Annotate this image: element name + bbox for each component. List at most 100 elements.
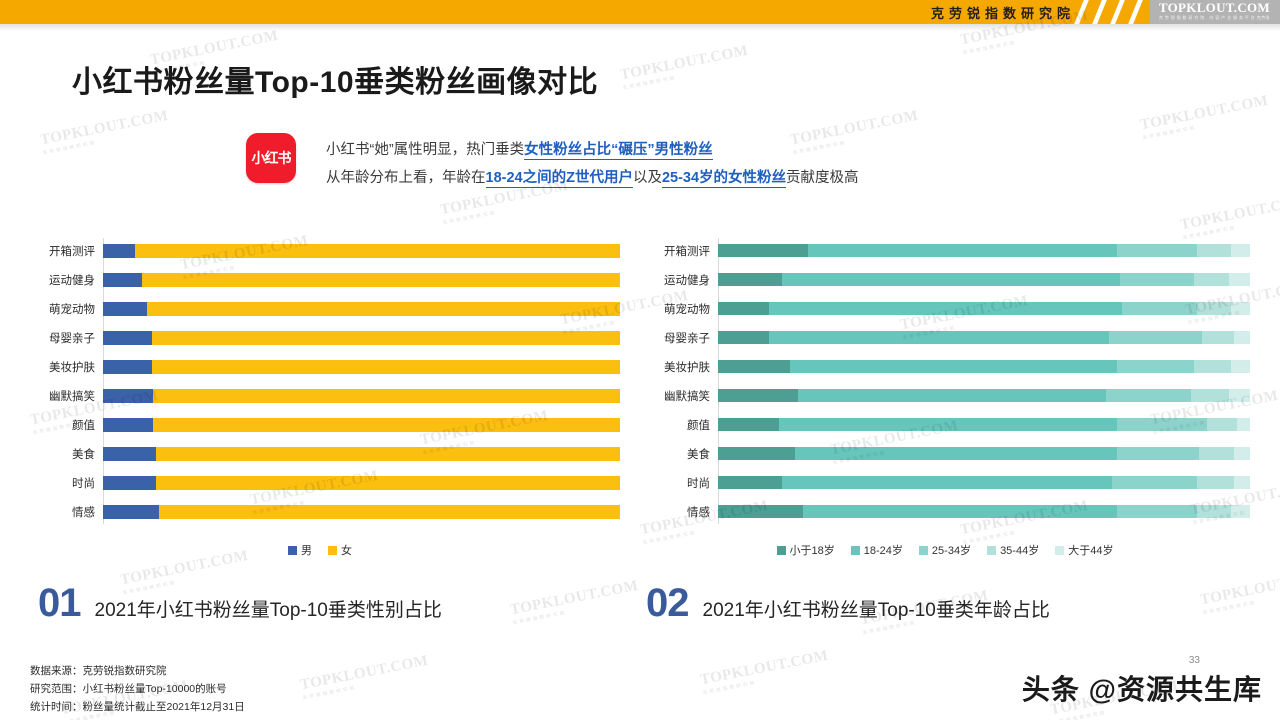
watermark-sub: 克 劳 锐 指 数 研 究 院	[1142, 125, 1196, 141]
bar-segment	[103, 417, 154, 432]
intro-line-2-highlight-2: 25-34岁的女性粉丝	[661, 170, 787, 188]
legend-label: 女	[341, 545, 352, 557]
age-chart-legend: 小于18岁 18-24岁 25-34岁 35-44岁 大于44岁	[650, 540, 1250, 560]
stacked-bar	[103, 272, 620, 287]
footer-data-source: 数据来源：克劳锐指数研究院	[30, 665, 167, 677]
footer-notes: 数据来源：克劳锐指数研究院 研究范围：小红书粉丝量Top-10000的账号 统计…	[30, 662, 245, 716]
stacked-bar	[103, 504, 620, 519]
stacked-bar	[103, 475, 620, 490]
chart-row-track	[103, 352, 620, 381]
stacked-bar	[103, 446, 620, 461]
gender-chart-legend: 男女	[30, 540, 620, 560]
chart-row: 美食	[30, 439, 620, 468]
chart-row: 颜值	[650, 410, 1250, 439]
watermark-main: TOPKLOUT.COM	[1198, 567, 1280, 609]
watermark-sub: 克 劳 锐 指 数 研 究 院	[442, 210, 496, 226]
stacked-bar	[103, 243, 620, 258]
bar-segment	[1231, 360, 1250, 373]
page-title: 小红书粉丝量Top-10垂类粉丝画像对比	[72, 66, 599, 99]
bar-segment	[1202, 331, 1234, 344]
bar-segment	[1119, 273, 1195, 286]
bar-segment	[718, 505, 804, 518]
chart-row-label: 颜值	[72, 419, 95, 432]
watermark-sub: 克 劳 锐 指 数 研 究 院	[42, 140, 96, 156]
chart-row: 开箱测评	[30, 236, 620, 265]
bar-segment	[1111, 476, 1197, 489]
bar-segment	[803, 505, 1117, 518]
chart-row: 颜值	[30, 410, 620, 439]
bar-segment	[152, 330, 620, 345]
stacked-bar	[718, 505, 1250, 518]
chart-row-track	[103, 265, 620, 294]
bar-segment	[103, 301, 147, 316]
topklout-logo-main: TOPKLOUT.COM	[1158, 0, 1270, 15]
chart-row-label: 时尚	[687, 477, 710, 490]
chart-row-track	[103, 381, 620, 410]
intro-line-2-highlight-1: 18-24之间的Z世代用户	[485, 170, 633, 188]
bar-segment	[159, 504, 620, 519]
watermark-main: TOPKLOUT.COM	[698, 647, 830, 689]
age-chart-axis	[718, 238, 719, 524]
bar-segment	[1116, 360, 1195, 373]
legend-item: 女	[328, 542, 352, 558]
chart-row: 幽默搞笑	[30, 381, 620, 410]
chart-row-label: 运动健身	[664, 274, 710, 287]
stacked-bar	[718, 302, 1250, 315]
chart-row: 萌宠动物	[650, 294, 1250, 323]
chart-row-track	[718, 294, 1250, 323]
chart-row-track	[718, 410, 1250, 439]
chart-row: 时尚	[30, 468, 620, 497]
chart-row-track	[718, 468, 1250, 497]
bar-segment	[1231, 244, 1250, 257]
bar-segment	[808, 244, 1117, 257]
xiaohongshu-logo-label: 小红书	[251, 150, 292, 166]
chart-row-label: 开箱测评	[49, 245, 95, 258]
footer-stat-period: 统计时间：粉丝量统计截止至2021年12月31日	[30, 701, 245, 713]
bar-segment	[153, 417, 620, 432]
bar-segment	[1116, 418, 1208, 431]
stacked-bar	[718, 331, 1250, 344]
top-bar-shadow	[0, 24, 1280, 31]
bar-segment	[1199, 447, 1235, 460]
bar-segment	[1196, 244, 1232, 257]
intro-line-1-plain: 小红书“她”属性明显，热门垂类	[326, 142, 525, 158]
legend-item: 男	[288, 542, 312, 558]
bar-segment	[146, 301, 620, 316]
legend-swatch	[1055, 545, 1065, 555]
legend-label: 男	[301, 545, 312, 557]
watermark-main: TOPKLOUT.COM	[1138, 92, 1270, 134]
bar-segment	[768, 331, 1109, 344]
bar-segment	[103, 359, 153, 374]
age-share-chart: 开箱测评 运动健身 萌宠动物 母婴亲子 美妆护肤 幽默搞笑 颜值 美食 时尚 情感	[650, 236, 1250, 526]
legend-swatch	[918, 545, 928, 555]
legend-swatch	[850, 545, 860, 555]
legend-item: 35-44岁	[987, 542, 1039, 558]
chart-row: 时尚	[650, 468, 1250, 497]
footer-research-scope: 研究范围：小红书粉丝量Top-10000的账号	[30, 683, 227, 695]
topklout-logo-sub: 克 劳 锐 指 数 研 究 院 · 内 容 产 业 服 务 平 台 克劳锐	[1158, 15, 1270, 20]
bar-segment	[789, 360, 1117, 373]
bar-segment	[1122, 302, 1197, 315]
bar-segment	[103, 475, 157, 490]
intro-line-2-plain-c: 贡献度极高	[786, 170, 859, 186]
stacked-bar	[103, 417, 620, 432]
chart-row: 运动健身	[30, 265, 620, 294]
page-number: 33	[1188, 655, 1200, 666]
chart-row-label: 美食	[687, 448, 710, 461]
topklout-logo: TOPKLOUT.COM 克 劳 锐 指 数 研 究 院 · 内 容 产 业 服…	[1159, 1, 1270, 21]
bar-segment	[103, 330, 153, 345]
intro-line-1-highlight: 女性粉丝占比“碾压”男性粉丝	[524, 142, 713, 160]
bar-segment	[718, 302, 769, 315]
chart-row-track	[718, 352, 1250, 381]
watermark-main: TOPKLOUT.COM	[38, 107, 170, 149]
bar-segment	[156, 446, 620, 461]
chart-row: 美妆护肤	[650, 352, 1250, 381]
top-bar: 克劳锐指数研究院 TOPKLOUT.COM 克 劳 锐 指 数 研 究 院 · …	[0, 0, 1280, 24]
section-number-01: 01	[38, 581, 81, 625]
stacked-bar	[718, 418, 1250, 431]
bar-segment	[768, 302, 1123, 315]
section-label-01: 2021年小红书粉丝量Top-10垂类性别占比	[94, 600, 442, 621]
